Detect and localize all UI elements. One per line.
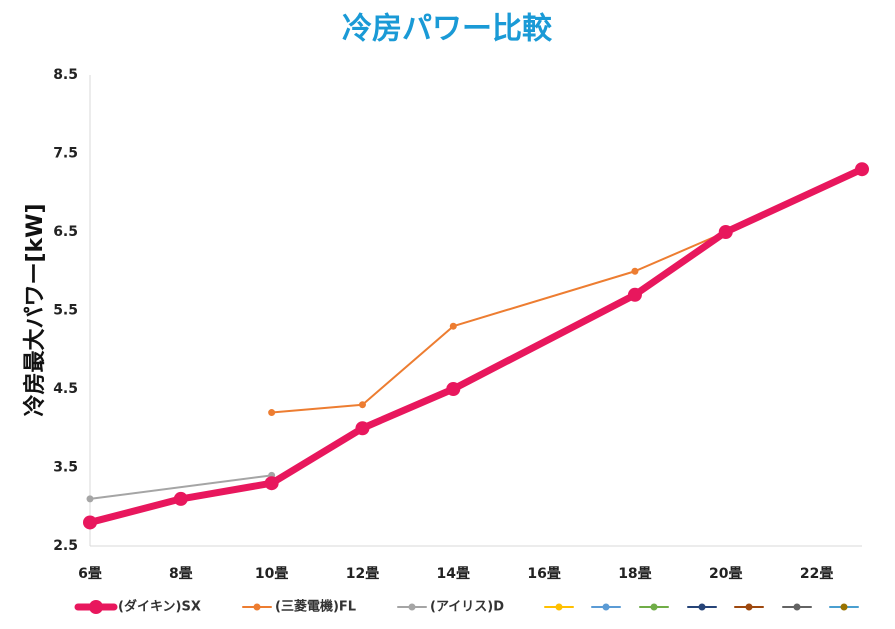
line-segment (268, 424, 366, 487)
x-tick-label: 20畳 (709, 566, 742, 582)
y-tick-label: 8.5 (53, 67, 78, 83)
marker (83, 515, 97, 530)
marker (173, 491, 188, 506)
y-tick-label: 4.5 (53, 381, 78, 397)
line-segment (177, 479, 276, 503)
line-segment (361, 325, 455, 406)
x-tick-label: 14畳 (437, 566, 470, 582)
x-tick-label: 8畳 (169, 566, 193, 582)
y-tick-label: 7.5 (53, 146, 78, 162)
marker (86, 495, 94, 503)
marker (358, 401, 366, 409)
legend-marker (793, 603, 801, 611)
marker (264, 476, 279, 491)
line-segment (86, 495, 185, 526)
legend-label: (ダイキン)SX (118, 599, 201, 615)
legend-marker (89, 600, 103, 614)
legend-marker (253, 603, 261, 611)
y-tick-label: 3.5 (53, 460, 78, 476)
marker (631, 267, 639, 275)
legend-marker (698, 603, 706, 611)
legend-marker (408, 603, 416, 611)
x-tick-label: 22畳 (800, 566, 833, 582)
legend-marker (602, 603, 610, 611)
x-tick-label: 6畳 (78, 566, 102, 582)
marker (446, 382, 461, 396)
marker (855, 162, 869, 177)
marker (627, 287, 642, 302)
legend-marker (650, 603, 658, 611)
x-tick-label: 16畳 (527, 566, 560, 582)
line-segment (452, 270, 636, 328)
y-tick-label: 6.5 (53, 224, 78, 240)
y-axis-label: 冷房最大パワー[kW] (22, 203, 48, 416)
marker (449, 322, 457, 330)
marker (268, 409, 276, 417)
line-segment (89, 474, 273, 500)
line-segment (270, 403, 364, 414)
legend-marker (840, 603, 848, 611)
y-tick-label: 2.5 (53, 538, 78, 554)
line-segment (631, 228, 730, 299)
x-tick-label: 12畳 (346, 566, 379, 582)
line-segment (722, 165, 866, 236)
marker (355, 421, 370, 436)
x-tick-label: 10畳 (255, 566, 288, 582)
legend-marker (555, 603, 563, 611)
legend-label: (アイリス)D (430, 600, 504, 615)
legend-marker (745, 603, 753, 611)
line-segment (449, 291, 639, 393)
chart-title: 冷房パワー比較 (342, 12, 553, 47)
legend-label: (三菱電機)FL (275, 599, 356, 615)
line-segment (358, 385, 457, 432)
x-tick-label: 18畳 (618, 566, 651, 582)
y-tick-label: 5.5 (53, 303, 78, 319)
marker (718, 225, 733, 239)
